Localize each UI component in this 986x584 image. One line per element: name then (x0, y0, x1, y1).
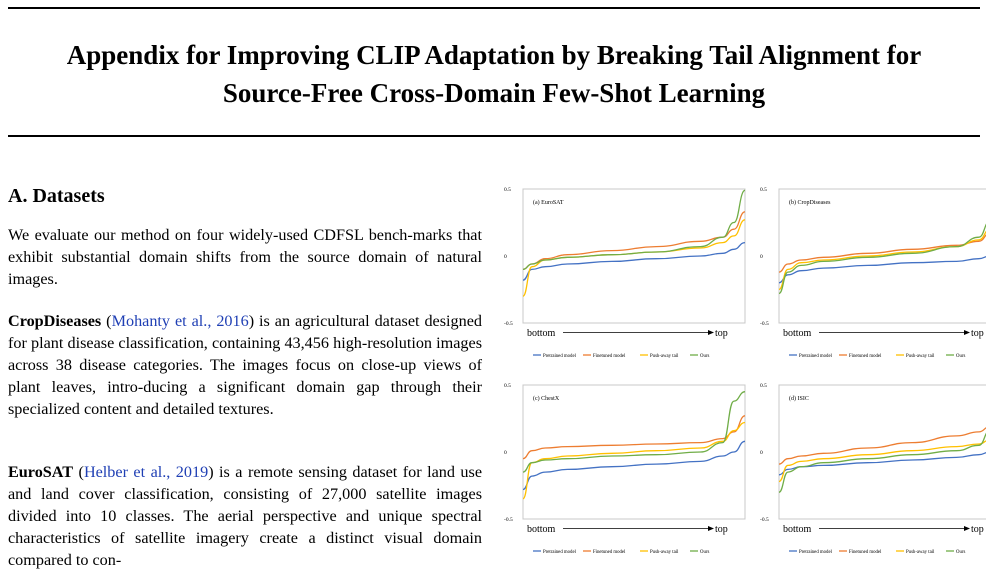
section-heading: A. Datasets (8, 185, 105, 207)
cropdiseases-text: is an agricultural dataset designed for … (8, 312, 482, 418)
legend-label: Finetuned model (593, 354, 626, 359)
chart-panel-4 (778, 384, 986, 552)
x-axis-arrow-head (708, 526, 714, 531)
series-line-finetuned-model (778, 234, 986, 273)
chart-panel-3 (522, 384, 746, 552)
y-tick-label: 0.5 (760, 383, 767, 389)
title-bottom-rule (8, 135, 980, 137)
series-line-ours (522, 391, 746, 473)
legend-label: Push-away tail (650, 354, 679, 359)
y-tick-label: 0 (504, 254, 507, 260)
legend-label: Pretrained model (799, 550, 833, 555)
eurosat-text: is a remote sensing dataset for land use… (8, 463, 483, 569)
legend-label: Pretrained model (543, 354, 577, 359)
dataset-name-eurosat: EuroSAT (8, 463, 74, 481)
legend-label: Ours (700, 354, 709, 359)
y-tick-label: -0.5 (760, 517, 769, 523)
legend-label: Pretrained model (799, 354, 833, 359)
x-axis-arrow-head (964, 330, 970, 335)
series-line-pretrained-model (522, 241, 746, 281)
series-line-push-away-tail (778, 440, 986, 483)
legend-label: Ours (956, 550, 965, 555)
x-label-bottom: bottom (783, 328, 812, 339)
legend-label: Ours (956, 354, 965, 359)
dataset-name-cropdiseases: CropDiseases (8, 312, 102, 330)
legend-label: Finetuned model (849, 550, 882, 555)
series-line-finetuned-model (778, 427, 986, 465)
legend-label: Push-away tail (650, 550, 679, 555)
eurosat-paragraph: EuroSAT (Helber et al., 2019) is a remot… (8, 463, 483, 569)
panel-title: (a) EuroSAT (533, 199, 564, 206)
x-label-top: top (715, 524, 728, 535)
panel-title: (b) CropDiseases (789, 199, 831, 206)
citation-link-helber[interactable]: Helber et al., 2019 (83, 463, 209, 481)
y-tick-label: -0.5 (760, 321, 769, 327)
legend-label: Push-away tail (906, 550, 935, 555)
x-label-bottom: bottom (783, 524, 812, 535)
y-tick-label: -0.5 (504, 517, 513, 523)
title-line-2: Source-Free Cross-Domain Few-Shot Learni… (222, 78, 766, 108)
series-line-push-away-tail (778, 230, 986, 291)
x-label-bottom: bottom (527, 328, 556, 339)
citation-link-mohanty[interactable]: Mohanty et al., 2016 (111, 312, 249, 330)
x-label-top: top (715, 328, 728, 339)
plot-frame (522, 188, 746, 324)
legend-label: Finetuned model (593, 550, 626, 555)
chart-panel-1 (522, 188, 746, 356)
y-tick-label: 0.5 (504, 187, 511, 193)
x-axis-arrow-head (964, 526, 970, 531)
legend-label: Ours (700, 550, 709, 555)
intro-paragraph: We evaluate our method on four widely-us… (8, 224, 482, 290)
y-tick-label: 0 (760, 254, 763, 260)
chart-panel-2 (778, 188, 986, 356)
series-line-ours (522, 189, 746, 271)
y-tick-label: 0.5 (504, 383, 511, 389)
y-tick-label: 0 (760, 450, 763, 456)
cropdiseases-paragraph: CropDiseases (Mohanty et al., 2016) is a… (8, 312, 482, 418)
series-line-pretrained-model (778, 255, 986, 284)
plot-frame (778, 384, 986, 520)
figure-svg: 0.5 0 -0.5 (a) EuroSAT bottom top Pretrained m… (504, 187, 986, 555)
legend-label: Pretrained model (543, 550, 577, 555)
x-label-top: top (971, 524, 984, 535)
y-tick-label: -0.5 (504, 321, 513, 327)
x-axis-arrow-head (708, 330, 714, 335)
legend-label: Push-away tail (906, 354, 935, 359)
top-rule (8, 7, 980, 9)
intro-text: We evaluate our method on four widely-us… (8, 226, 482, 288)
title-line-1: Appendix for Improving CLIP Adaptation b… (66, 40, 922, 70)
x-label-bottom: bottom (527, 524, 556, 535)
legend-label: Finetuned model (849, 354, 882, 359)
paper-title: Appendix for Improving CLIP Adaptation b… (8, 36, 980, 112)
panel-title: (d) ISIC (789, 395, 809, 402)
series-line-ours (778, 223, 986, 295)
y-tick-label: 0.5 (760, 187, 767, 193)
panel-title: (c) ChestX (533, 395, 560, 402)
series-line-pretrained-model (778, 451, 986, 476)
figure-panels: 0.5 0 -0.5 (a) EuroSAT bottom top Pretrained m… (500, 178, 986, 584)
series-line-ours (778, 432, 986, 493)
y-tick-label: 0 (504, 450, 507, 456)
series-line-pretrained-model (522, 440, 746, 491)
x-label-top: top (971, 328, 984, 339)
